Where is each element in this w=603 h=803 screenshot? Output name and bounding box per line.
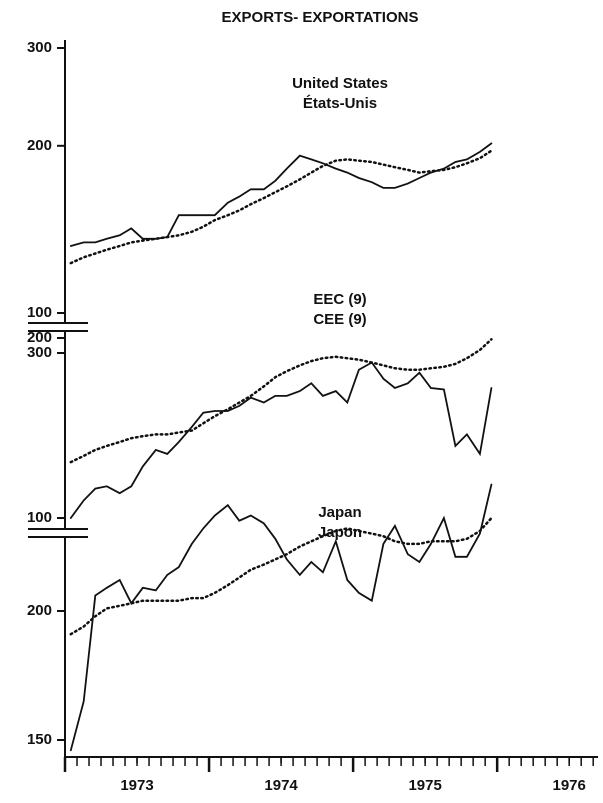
y-tick-label: 100: [27, 304, 52, 321]
y-tick-label: 300: [27, 39, 52, 56]
panel-subtitle: Japon: [318, 524, 362, 541]
data-line: [69, 516, 493, 636]
x-tick-label: 1975: [408, 777, 441, 794]
y-tick-label: 200: [27, 602, 52, 619]
y-tick-label: 200: [27, 329, 52, 346]
x-tick-label: 1976: [553, 777, 586, 794]
panel-title: EEC (9): [313, 291, 366, 308]
y-tick-label: 150: [27, 731, 52, 748]
data-line: [69, 149, 493, 265]
panel-title: United States: [292, 75, 388, 92]
axis-break: [28, 322, 88, 538]
data-line: [69, 483, 493, 752]
data-line: [69, 142, 493, 247]
data-line: [69, 338, 493, 464]
panel-subtitle: États-Unis: [303, 95, 377, 112]
panel-subtitle: CEE (9): [313, 311, 366, 328]
data-line: [69, 361, 493, 519]
panel-title: Japan: [318, 504, 361, 521]
y-tick-label: 300: [27, 344, 52, 361]
y-tick-label: 200: [27, 137, 52, 154]
x-tick-label: 1974: [264, 777, 298, 794]
chart-title: EXPORTS- EXPORTATIONS: [222, 9, 419, 26]
x-tick-label: 1973: [120, 777, 153, 794]
y-tick-label: 100: [27, 509, 52, 526]
